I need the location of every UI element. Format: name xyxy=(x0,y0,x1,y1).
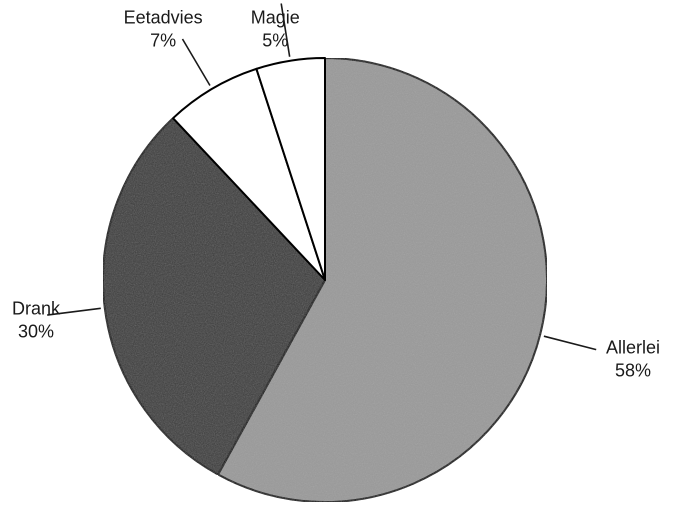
slice-name-drank: Drank xyxy=(12,298,61,318)
leader-line-magie xyxy=(280,3,291,57)
slice-value-eetadvies: 7% xyxy=(150,31,176,51)
pie-slice-allerlei xyxy=(217,57,548,503)
slice-value-drank: 30% xyxy=(18,321,54,341)
pie-slice-magie xyxy=(255,57,326,281)
slice-value-allerlei: 58% xyxy=(615,361,651,381)
pie-slice-drank xyxy=(102,117,326,476)
slice-name-allerlei: Allerlei xyxy=(606,338,660,358)
slice-name-eetadvies: Eetadvies xyxy=(124,8,203,28)
leader-line-drank xyxy=(47,307,101,316)
slice-name-magie: Magie xyxy=(251,8,300,28)
leader-line-eetadvies xyxy=(181,38,211,86)
slice-labels: Allerlei 58% Drank 30% Eetadvies 7% Magie 5% xyxy=(12,8,660,381)
leader-line-allerlei xyxy=(543,335,597,351)
slice-value-magie: 5% xyxy=(262,31,288,51)
leader-lines xyxy=(47,3,597,351)
pie-slices xyxy=(102,57,548,503)
